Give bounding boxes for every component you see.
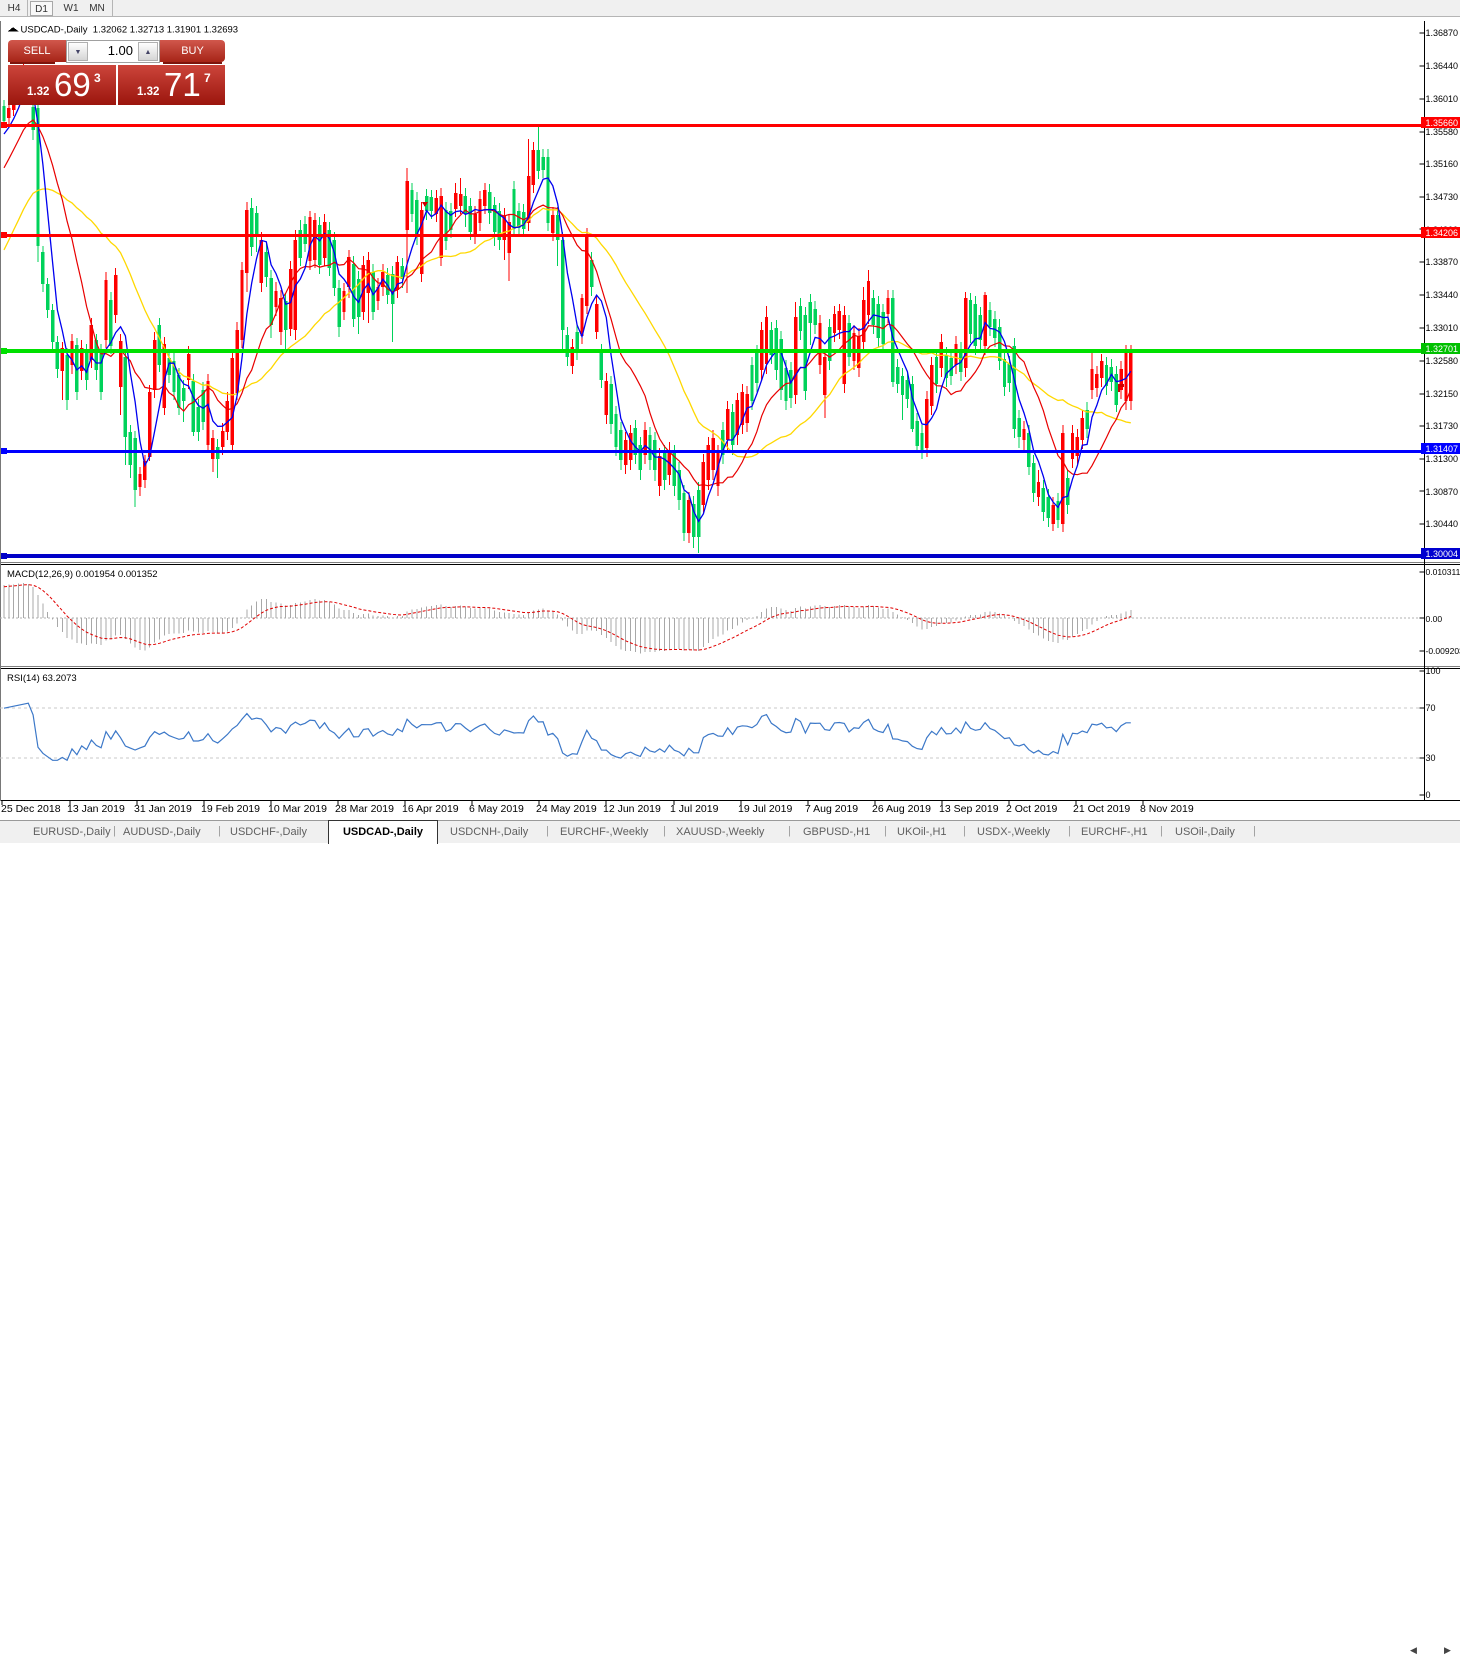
svg-text:1.35160: 1.35160 [1426, 159, 1459, 169]
svg-text:30: 30 [1426, 753, 1436, 763]
svg-text:1 Jul 2019: 1 Jul 2019 [670, 803, 719, 815]
svg-text:1.32580: 1.32580 [1426, 356, 1459, 366]
svg-text:1.31407: 1.31407 [1426, 444, 1459, 454]
svg-text:2 Oct 2019: 2 Oct 2019 [1006, 803, 1058, 815]
svg-text:21 Oct 2019: 21 Oct 2019 [1073, 803, 1130, 815]
svg-text:24 May 2019: 24 May 2019 [536, 803, 597, 815]
svg-text:19 Feb 2019: 19 Feb 2019 [201, 803, 260, 815]
svg-text:1.35660: 1.35660 [1426, 118, 1459, 128]
svg-text:28 Mar 2019: 28 Mar 2019 [335, 803, 394, 815]
svg-text:0.010311: 0.010311 [1426, 567, 1460, 577]
svg-text:USDCAD-,Daily 1.32062 1.32713: USDCAD-,Daily 1.32062 1.32713 1.31901 1.… [21, 25, 239, 36]
svg-text:1.30870: 1.30870 [1426, 487, 1459, 497]
svg-text:19 Jul 2019: 19 Jul 2019 [738, 803, 792, 815]
svg-text:1.31300: 1.31300 [1426, 454, 1459, 464]
svg-text:1.33870: 1.33870 [1426, 257, 1459, 267]
svg-text:10 Mar 2019: 10 Mar 2019 [268, 803, 327, 815]
svg-text:0.00: 0.00 [1426, 614, 1443, 624]
svg-text:16 Apr 2019: 16 Apr 2019 [402, 803, 459, 815]
svg-text:1.33010: 1.33010 [1426, 323, 1459, 333]
svg-text:1.32150: 1.32150 [1426, 389, 1459, 399]
svg-text:RSI(14) 63.2073: RSI(14) 63.2073 [7, 673, 77, 684]
svg-text:1.31730: 1.31730 [1426, 421, 1459, 431]
svg-text:25 Dec 2018: 25 Dec 2018 [1, 803, 61, 815]
svg-text:1.30004: 1.30004 [1426, 549, 1459, 559]
svg-text:7 Aug 2019: 7 Aug 2019 [805, 803, 858, 815]
svg-text:1.36870: 1.36870 [1426, 28, 1459, 38]
svg-text:1.33440: 1.33440 [1426, 290, 1459, 300]
svg-text:1.35580: 1.35580 [1426, 127, 1459, 137]
svg-text:-0.009203: -0.009203 [1426, 646, 1460, 656]
svg-text:1.34206: 1.34206 [1426, 228, 1459, 238]
svg-text:1.36010: 1.36010 [1426, 94, 1459, 104]
svg-text:100: 100 [1426, 666, 1441, 676]
svg-text:31 Jan 2019: 31 Jan 2019 [134, 803, 192, 815]
svg-text:70: 70 [1426, 703, 1436, 713]
svg-text:26 Aug 2019: 26 Aug 2019 [872, 803, 931, 815]
svg-text:6 May 2019: 6 May 2019 [469, 803, 524, 815]
svg-text:1.32701: 1.32701 [1426, 344, 1459, 354]
svg-text:1.34730: 1.34730 [1426, 192, 1459, 202]
svg-text:MACD(12,26,9) 0.001954 0.00135: MACD(12,26,9) 0.001954 0.001352 [7, 569, 158, 580]
svg-text:13 Jan 2019: 13 Jan 2019 [67, 803, 125, 815]
svg-text:13 Sep 2019: 13 Sep 2019 [939, 803, 999, 815]
svg-text:0: 0 [1426, 790, 1431, 800]
svg-text:1.36440: 1.36440 [1426, 61, 1459, 71]
svg-text:8 Nov 2019: 8 Nov 2019 [1140, 803, 1194, 815]
svg-text:1.30440: 1.30440 [1426, 519, 1459, 529]
svg-text:12 Jun 2019: 12 Jun 2019 [603, 803, 661, 815]
